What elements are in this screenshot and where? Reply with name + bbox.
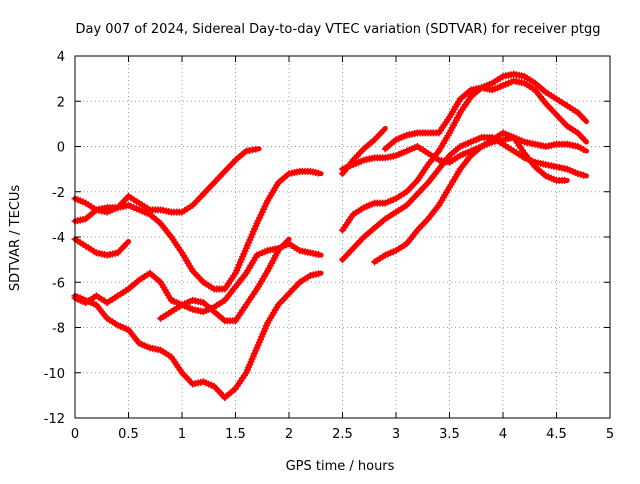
chart-title: Day 007 of 2024, Sidereal Day-to-day VTE… bbox=[76, 22, 601, 37]
y-tick-label: -10 bbox=[44, 367, 65, 382]
series-markers bbox=[371, 129, 568, 266]
series-arc-9 bbox=[339, 125, 388, 178]
x-tick-label: 2.5 bbox=[332, 427, 353, 442]
x-tick-label: 3.5 bbox=[439, 427, 460, 442]
y-tick-label: 2 bbox=[57, 95, 65, 110]
y-tick-label: -4 bbox=[52, 231, 65, 246]
series-line bbox=[72, 146, 262, 215]
x-tick-label: 0 bbox=[71, 427, 79, 442]
series-markers bbox=[71, 145, 260, 216]
x-tick-label: 2 bbox=[285, 427, 293, 442]
x-axis-label: GPS time / hours bbox=[286, 459, 395, 474]
series-arc-4 bbox=[71, 167, 324, 293]
plot-series bbox=[71, 70, 589, 402]
y-tick-label: -8 bbox=[52, 322, 65, 337]
y-tick-label: 4 bbox=[57, 50, 65, 65]
axis-ticks: 0 0.5 1 1.5 2 2.5 3 3.5 4 4.5 5 -12 -10 -8 -6 -4 -2 0 2 4 bbox=[44, 50, 614, 442]
y-tick-label: -12 bbox=[44, 412, 65, 427]
x-tick-label: 3 bbox=[392, 427, 400, 442]
x-tick-label: 1 bbox=[178, 427, 186, 442]
series-line bbox=[72, 168, 324, 292]
series-arc-7 bbox=[339, 133, 589, 173]
x-tick-label: 4 bbox=[499, 427, 507, 442]
y-axis-label: SDTVAR / TECUs bbox=[8, 185, 23, 292]
series-arc-2 bbox=[71, 270, 324, 402]
y-tick-label: 0 bbox=[57, 141, 65, 156]
series-arc-8 bbox=[339, 70, 589, 234]
series-markers bbox=[339, 127, 387, 178]
y-tick-label: -6 bbox=[52, 276, 65, 291]
x-tick-label: 1.5 bbox=[225, 427, 246, 442]
series-line bbox=[72, 270, 324, 401]
series-markers bbox=[339, 70, 588, 234]
x-tick-label: 0.5 bbox=[118, 427, 139, 442]
grid bbox=[75, 56, 610, 418]
series-arc-3 bbox=[71, 235, 131, 259]
series-markers bbox=[381, 77, 588, 153]
y-tick-label: -2 bbox=[52, 186, 65, 201]
series-arc-1 bbox=[71, 145, 262, 216]
series-arc-12 bbox=[371, 129, 570, 266]
x-tick-label: 5 bbox=[606, 427, 614, 442]
series-markers bbox=[71, 167, 322, 293]
x-tick-label: 4.5 bbox=[546, 427, 567, 442]
series-arc-11 bbox=[381, 77, 589, 153]
